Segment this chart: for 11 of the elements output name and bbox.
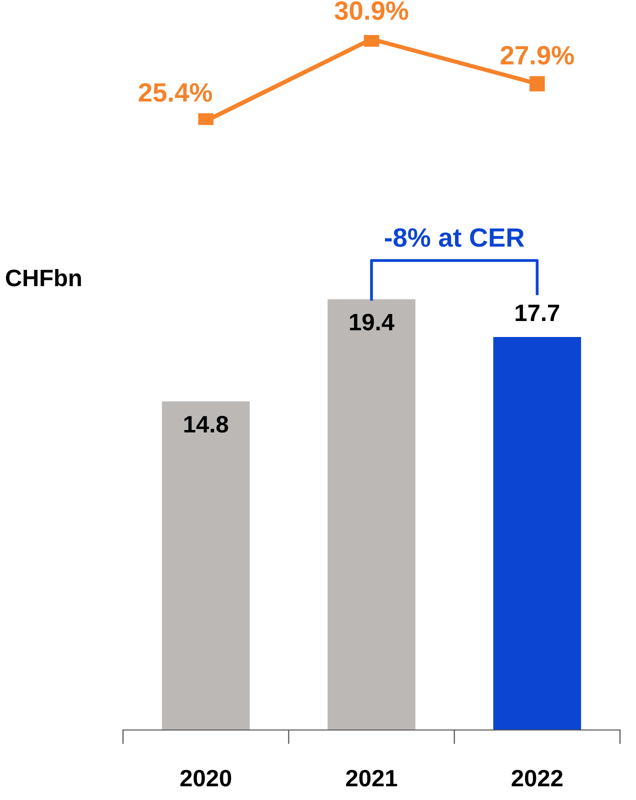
x-tick-label: 2020	[180, 770, 232, 787]
data-label: 19.4	[350, 314, 394, 330]
data-label: 27.9%	[500, 46, 574, 65]
data-label: 17.7	[516, 304, 560, 321]
text: -8% at CER	[384, 228, 524, 247]
y-axis-title: CHFbn	[6, 268, 81, 286]
data-label: 30.9%	[334, 1, 408, 20]
x-tick-label: 2022	[512, 770, 562, 787]
data-label: 14.8	[184, 416, 228, 433]
data-label: 25.4%	[138, 83, 212, 102]
x-tick-label: 2021	[346, 770, 398, 787]
